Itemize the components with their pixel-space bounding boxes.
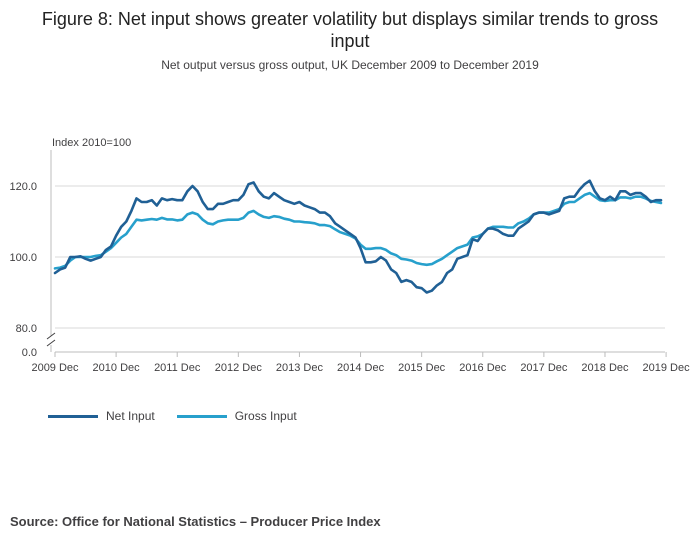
legend-swatch-gross-input (176, 414, 227, 418)
y-tick-label-0: 0.0 (22, 347, 37, 359)
y-tick-label-1: 80.0 (16, 323, 37, 335)
series-line-net-input (53, 179, 663, 294)
y-tick-label-2: 100.0 (9, 252, 37, 264)
gridlines (55, 185, 665, 353)
axis-break-mark-upper (46, 332, 56, 340)
x-tick-label-7: 2016 Dec (459, 362, 507, 374)
x-tick-label-0: 2009 Dec (31, 362, 79, 374)
chart-subtitle: Net output versus gross output, UK Decem… (161, 58, 539, 72)
x-tick-label-2: 2011 Dec (154, 362, 201, 374)
x-tick-label-3: 2012 Dec (215, 362, 263, 374)
axis-break-mark-lower (46, 339, 56, 347)
x-tick-label-1: 2010 Dec (93, 362, 141, 374)
legend-label-gross-input: Gross Input (234, 409, 297, 423)
axes: Index 2010=100 0.0 80.0 100.0 120.0 2009 Dec 2… (9, 137, 690, 374)
x-tick-label-4: 2013 Dec (276, 362, 324, 374)
y-axis-title: Index 2010=100 (52, 137, 131, 149)
x-tick-label-9: 2018 Dec (581, 362, 629, 374)
series-lines (53, 179, 663, 294)
source-note: Source: Office for National Statistics –… (10, 514, 381, 529)
x-tick-label-6: 2015 Dec (398, 362, 446, 374)
chart-title: Figure 8: Net input shows greater volati… (41, 9, 659, 51)
y-tick-label-3: 120.0 (9, 181, 37, 193)
legend-label-net-input: Net Input (106, 409, 155, 423)
chart-legend: Net Input Gross Input (48, 409, 319, 423)
legend-swatch-net-input (48, 414, 98, 418)
x-tick-label-10: 2019 Dec (643, 362, 691, 374)
x-tick-label-8: 2017 Dec (520, 362, 568, 374)
x-tick-label-5: 2014 Dec (337, 362, 385, 374)
legend-item-net-input: Net Input (48, 409, 155, 423)
legend-item-gross-input: Gross Input (176, 409, 297, 423)
